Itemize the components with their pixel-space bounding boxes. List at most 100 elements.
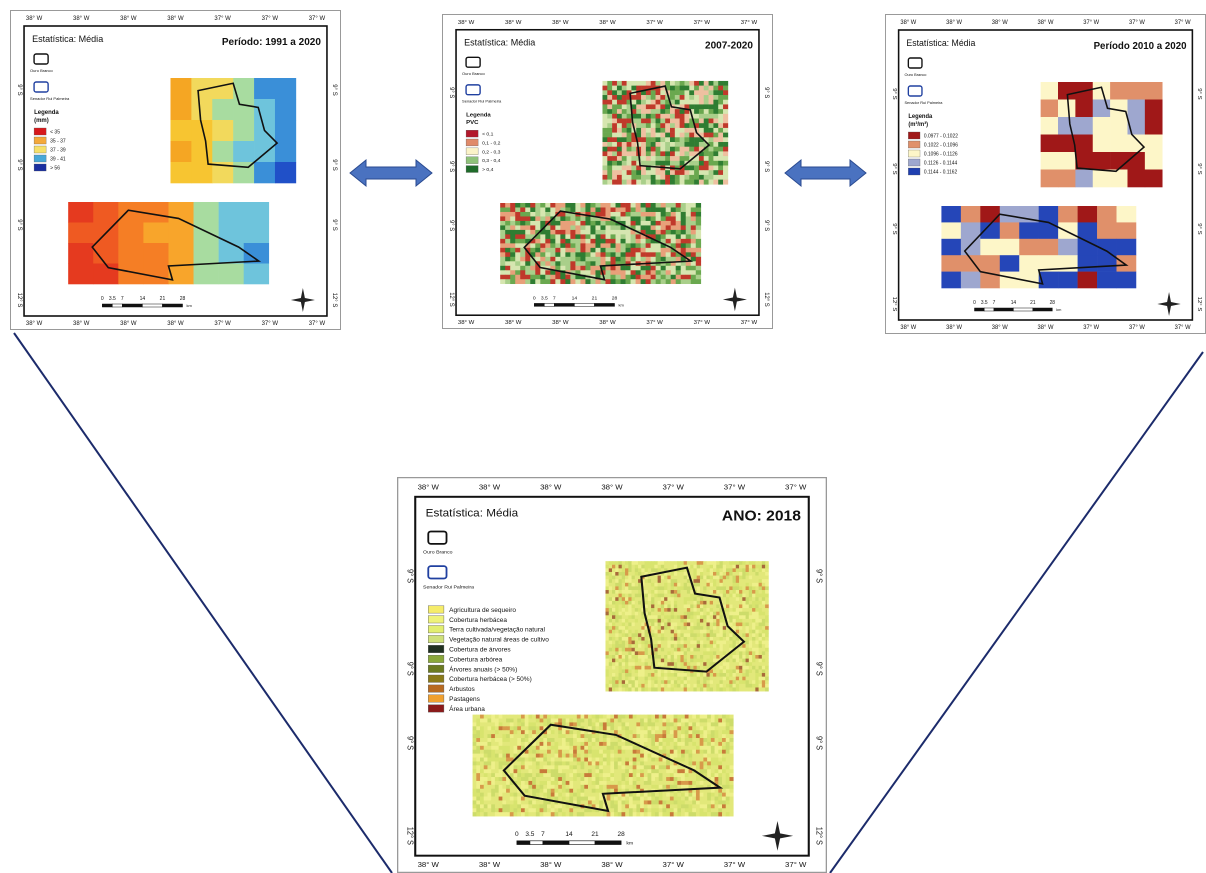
raster-cell — [650, 234, 656, 240]
raster-cell — [605, 608, 610, 613]
raster-cell — [689, 151, 695, 157]
raster-cell — [621, 575, 626, 580]
raster-cell — [722, 629, 727, 634]
raster-cell — [718, 722, 723, 727]
raster-cell — [699, 757, 704, 762]
raster-cell — [595, 753, 600, 758]
raster-cell — [502, 784, 507, 790]
raster-cell — [621, 156, 627, 162]
raster-cell — [498, 749, 503, 755]
raster-cell — [758, 622, 763, 627]
raster-cell — [707, 741, 712, 747]
raster-cell — [739, 593, 743, 598]
raster-cell — [698, 151, 705, 157]
raster-cell — [634, 665, 639, 670]
raster-cell — [693, 586, 698, 591]
raster-cell — [699, 571, 704, 576]
raster-cell — [640, 216, 646, 222]
raster-cell — [608, 640, 613, 645]
raster-cell — [669, 99, 676, 105]
raster-cell — [651, 633, 655, 638]
raster-cell — [580, 238, 586, 244]
raster-cell — [748, 575, 753, 580]
raster-cell — [487, 753, 492, 758]
coordinate-label: 37° W — [214, 16, 231, 22]
raster-cell — [660, 142, 666, 148]
raster-cell — [719, 608, 724, 613]
raster-cell — [651, 734, 656, 739]
raster-cell — [644, 579, 649, 584]
raster-cell — [612, 608, 616, 613]
raster-cell — [684, 146, 690, 152]
raster-cell — [723, 137, 729, 143]
raster-cell — [655, 765, 660, 770]
raster-cell — [500, 274, 506, 280]
raster-cell — [651, 761, 656, 766]
raster-cell — [636, 765, 641, 770]
raster-cell — [703, 568, 707, 573]
raster-cell — [660, 132, 666, 138]
raster-cell — [695, 761, 701, 766]
raster-cell — [673, 753, 678, 758]
raster-cell — [545, 265, 551, 271]
raster-cell — [712, 629, 717, 634]
raster-cell — [540, 207, 546, 213]
raster-cell — [755, 683, 759, 688]
raster-cell — [513, 765, 518, 770]
raster-cell — [626, 146, 632, 152]
raster-cell — [1127, 99, 1146, 118]
raster-cell — [658, 780, 663, 786]
raster-cell — [695, 256, 702, 262]
raster-cell — [528, 734, 533, 739]
raster-cell — [626, 174, 632, 180]
raster-cell — [554, 714, 559, 719]
raster-cell — [713, 109, 719, 115]
raster-cell — [690, 644, 694, 649]
coordinate-label: 37° W — [646, 20, 663, 26]
coordinate-label: 9° S — [815, 662, 824, 676]
raster-cell — [660, 618, 665, 623]
raster-cell — [638, 590, 642, 595]
raster-cell — [634, 568, 639, 573]
raster-cell — [660, 127, 666, 133]
raster-cell — [677, 586, 681, 591]
raster-cell — [662, 757, 667, 762]
raster-cell — [535, 784, 540, 790]
raster-cell — [683, 662, 688, 667]
raster-cell — [684, 745, 689, 751]
raster-cell — [703, 757, 708, 762]
raster-cell — [718, 777, 723, 782]
raster-cell — [673, 636, 678, 641]
raster-cell — [709, 644, 714, 649]
raster-cell — [710, 718, 715, 723]
raster-cell — [628, 626, 632, 631]
scale-segment — [142, 303, 163, 308]
raster-cell — [683, 647, 688, 652]
raster-cell — [631, 113, 637, 119]
raster-cell — [662, 741, 667, 747]
raster-cell — [218, 263, 245, 285]
raster-cell — [631, 109, 637, 115]
raster-cell — [558, 788, 563, 794]
boundary-label: Ouro Branco — [904, 72, 927, 77]
raster-cell — [212, 141, 234, 163]
raster-cell — [620, 265, 626, 271]
raster-cell — [667, 618, 672, 623]
raster-cell — [608, 564, 613, 569]
raster-cell — [941, 255, 962, 272]
raster-cell — [565, 792, 570, 797]
raster-cell — [758, 665, 763, 670]
raster-cell — [602, 127, 608, 133]
raster-cell — [640, 777, 645, 782]
raster-cell — [752, 633, 756, 638]
raster-cell — [657, 640, 662, 645]
raster-cell — [618, 647, 623, 652]
raster-cell — [530, 211, 536, 217]
raster-cell — [647, 658, 652, 663]
raster-cell — [638, 654, 642, 659]
raster-cell — [723, 113, 729, 119]
raster-cell — [696, 604, 701, 609]
raster-cell — [703, 137, 709, 143]
raster-cell — [765, 611, 769, 616]
raster-cell — [628, 618, 632, 623]
